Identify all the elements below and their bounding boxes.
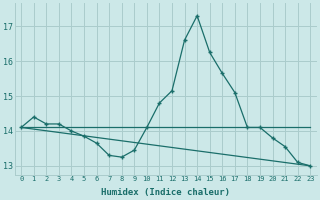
X-axis label: Humidex (Indice chaleur): Humidex (Indice chaleur) xyxy=(101,188,230,197)
